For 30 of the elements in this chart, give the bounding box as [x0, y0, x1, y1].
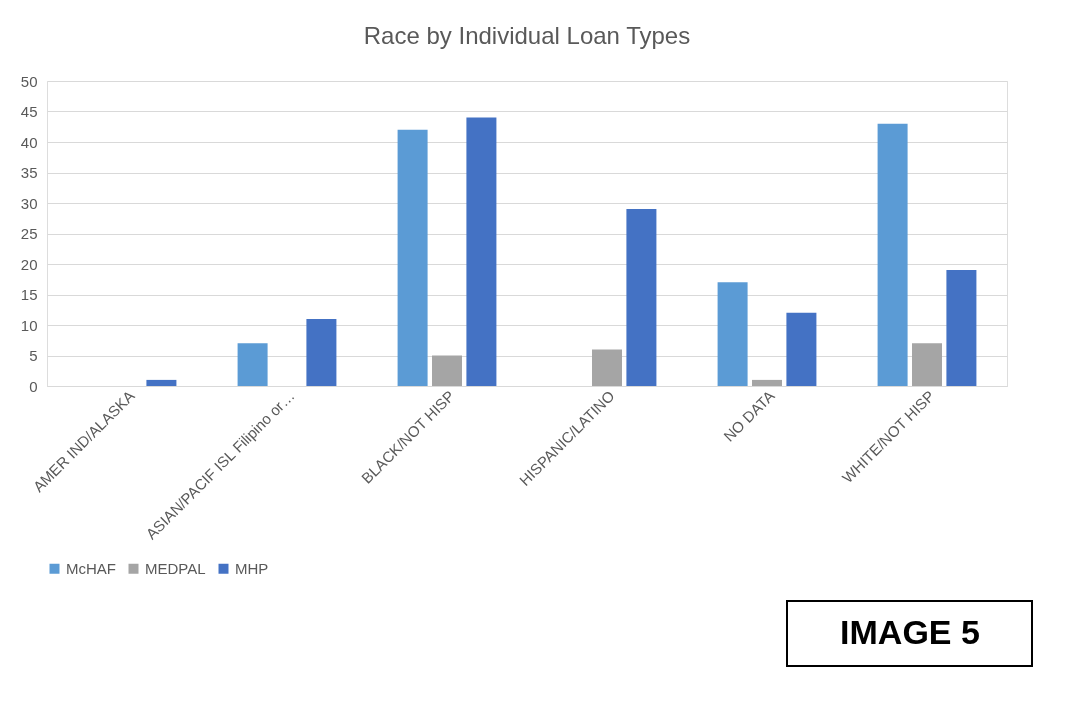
legend-label: MEDPAL: [145, 559, 206, 577]
y-tick-label: 35: [20, 164, 38, 181]
bar: [752, 379, 782, 386]
bar: [146, 379, 177, 386]
y-tick-label: 30: [20, 194, 38, 212]
text: IMAGE 5: [840, 613, 980, 651]
y-tick-label: 20: [20, 255, 38, 273]
bar: [946, 270, 977, 386]
bar: [717, 282, 748, 386]
y-tick-label: 25: [20, 225, 38, 242]
bar: [237, 343, 268, 386]
y-tick-label: 10: [20, 316, 38, 334]
bar: [786, 312, 817, 386]
y-tick-label: 40: [20, 133, 38, 151]
y-tick-label: 0: [29, 377, 38, 395]
legend-label: McHAF: [66, 559, 116, 577]
chart-title: Race by Individual Loan Types: [363, 22, 691, 49]
bar: [592, 349, 622, 386]
bar: [626, 209, 657, 386]
bar: [877, 123, 908, 386]
legend-label: MHP: [235, 559, 269, 577]
bar: [397, 129, 428, 386]
y-tick-label: 5: [29, 347, 38, 364]
bar: [306, 318, 337, 386]
y-tick-label: 45: [20, 103, 38, 120]
bar: [432, 355, 462, 386]
y-tick-label: 15: [20, 286, 38, 303]
y-tick-label: 50: [20, 72, 38, 90]
bar: [912, 343, 942, 386]
bar: [466, 117, 497, 386]
